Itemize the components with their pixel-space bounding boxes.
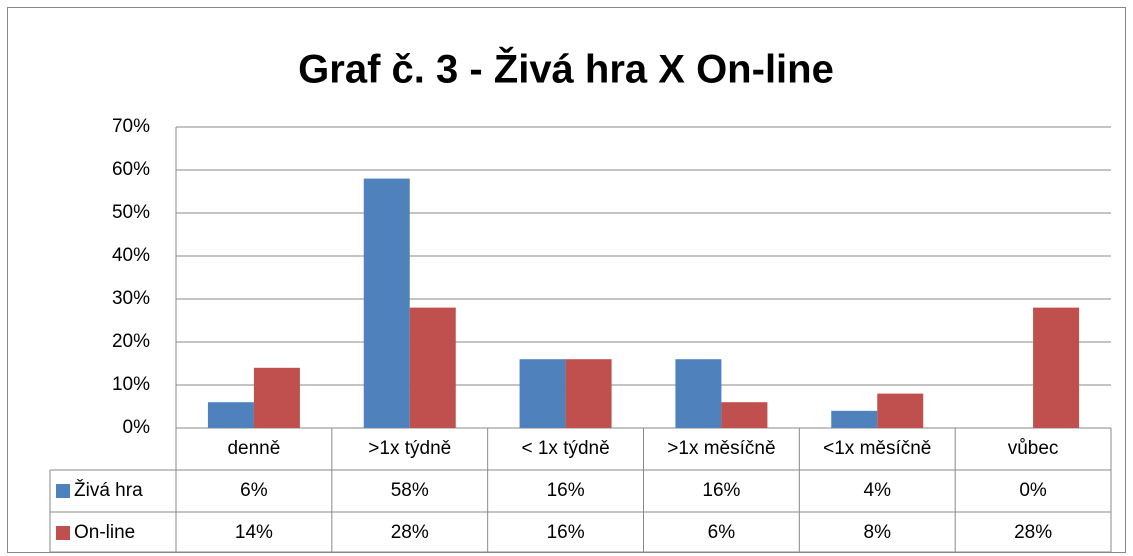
bar: [877, 393, 924, 428]
chart-title: Graf č. 3 - Živá hra X On-line: [298, 46, 834, 92]
table-value: 0%: [1019, 480, 1047, 501]
x-tick-label: <1x měsíčně: [823, 438, 931, 459]
y-tick-label: 30%: [112, 288, 150, 309]
y-tick-label: 20%: [112, 331, 150, 352]
y-tick-label: 0%: [123, 417, 151, 438]
bar: [519, 359, 566, 428]
legend-swatch: [56, 484, 70, 498]
x-tick-label: >1x měsíčně: [667, 438, 775, 459]
chart-frame: [7, 7, 1126, 553]
table-value: 6%: [708, 522, 736, 543]
table-value: 8%: [864, 522, 892, 543]
y-tick-label: 70%: [112, 116, 150, 137]
table-value: 6%: [240, 480, 268, 501]
bar: [831, 410, 878, 428]
table-value: 4%: [864, 480, 892, 501]
table-value: 16%: [702, 480, 740, 501]
table-value: 58%: [391, 480, 429, 501]
bar: [253, 367, 300, 428]
x-tick-label: < 1x týdně: [521, 438, 609, 459]
bar: [207, 402, 254, 428]
table-value: 16%: [547, 480, 585, 501]
table-value: 16%: [547, 522, 585, 543]
bar: [1033, 307, 1080, 428]
y-tick-label: 10%: [112, 374, 150, 395]
bar: [565, 359, 612, 428]
table-value: 28%: [1014, 522, 1052, 543]
y-tick-label: 60%: [112, 159, 150, 180]
bar: [721, 402, 768, 428]
legend-label: Živá hra: [74, 479, 143, 501]
bar: [409, 307, 456, 428]
y-tick-label: 40%: [112, 245, 150, 266]
legend-label: On-line: [74, 522, 135, 543]
legend-swatch: [56, 526, 70, 540]
table-value: 14%: [235, 522, 273, 543]
y-tick-label: 50%: [112, 202, 150, 223]
table-value: 28%: [391, 522, 429, 543]
bar: [675, 359, 722, 428]
x-tick-label: >1x týdně: [368, 438, 451, 459]
x-tick-label: denně: [227, 438, 280, 459]
x-tick-label: vůbec: [1008, 438, 1059, 459]
bar: [363, 178, 410, 428]
